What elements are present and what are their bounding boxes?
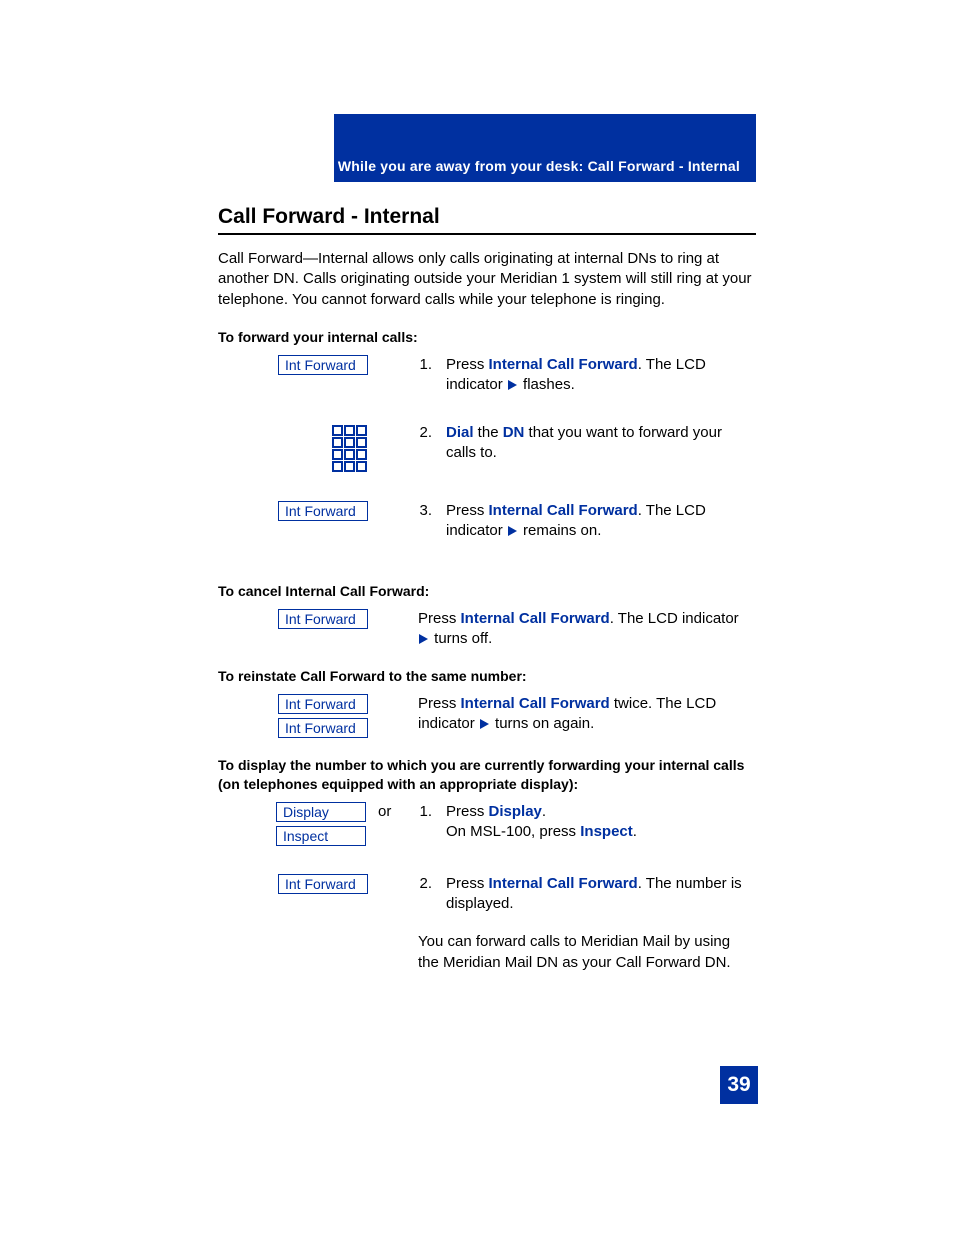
indicator-icon <box>480 719 489 729</box>
step-num: 2. <box>418 423 432 464</box>
disp2-left: Int Forward <box>218 874 418 915</box>
cancel-grid: Int Forward Press Internal Call Forward.… <box>218 609 756 650</box>
content: Call Forward - Internal Call Forward—Int… <box>218 205 756 973</box>
header-bar: While you are away from your desk: Call … <box>334 114 756 182</box>
row3-right: 3. Press Internal Call Forward. The LCD … <box>418 501 756 542</box>
step-num: 1. <box>418 802 432 843</box>
step-3: 3. Press Internal Call Forward. The LCD … <box>418 501 752 542</box>
cancel-left: Int Forward <box>218 609 418 650</box>
intro-paragraph: Call Forward—Internal allows only calls … <box>218 249 756 310</box>
row2-left <box>218 423 418 473</box>
disp-step-1: 1. Press Display. On MSL-100, press Insp… <box>418 802 752 843</box>
indicator-icon <box>508 380 517 390</box>
int-forward-button[interactable]: Int Forward <box>278 718 368 738</box>
subhead-cancel: To cancel Internal Call Forward: <box>218 582 756 601</box>
section-title: Call Forward - Internal <box>218 205 756 235</box>
reinstate-grid: Int Forward Int Forward Press Internal C… <box>218 694 756 738</box>
row1-left: Int Forward <box>218 355 418 396</box>
step-1: 1. Press Internal Call Forward. The LCD … <box>418 355 752 396</box>
indicator-icon <box>419 634 428 644</box>
note-text: You can forward calls to Meridian Mail b… <box>418 932 756 973</box>
subhead-forward: To forward your internal calls: <box>218 328 756 347</box>
step-num: 2. <box>418 874 432 915</box>
reinstate-left: Int Forward Int Forward <box>218 694 418 738</box>
disp-left: Display or Inspect <box>218 802 418 846</box>
keypad-icon <box>332 425 368 473</box>
subhead-reinstate: To reinstate Call Forward to the same nu… <box>218 667 756 686</box>
cancel-right: Press Internal Call Forward. The LCD ind… <box>418 609 756 650</box>
step-text: Dial the DN that you want to forward you… <box>446 423 752 464</box>
step-num: 3. <box>418 501 432 542</box>
step-text: Press Internal Call Forward. The LCD ind… <box>446 501 752 542</box>
row2-right: 2. Dial the DN that you want to forward … <box>418 423 756 473</box>
reinstate-right: Press Internal Call Forward twice. The L… <box>418 694 756 738</box>
int-forward-button[interactable]: Int Forward <box>278 874 368 894</box>
step-text: Press Internal Call Forward. The LCD ind… <box>446 355 752 396</box>
step-text: Press Display. On MSL-100, press Inspect… <box>446 802 752 843</box>
row3-left: Int Forward <box>218 501 418 542</box>
int-forward-button[interactable]: Int Forward <box>278 694 368 714</box>
int-forward-button[interactable]: Int Forward <box>278 501 368 521</box>
note-spacer <box>218 942 418 973</box>
inspect-button[interactable]: Inspect <box>276 826 366 846</box>
step-num: 1. <box>418 355 432 396</box>
int-forward-button[interactable]: Int Forward <box>278 355 368 375</box>
or-text: or <box>378 802 391 822</box>
step-text: Press Internal Call Forward. The number … <box>446 874 752 915</box>
page-number: 39 <box>720 1066 758 1104</box>
disp-step-2: 2. Press Internal Call Forward. The numb… <box>418 874 752 915</box>
header-text: While you are away from your desk: Call … <box>338 158 740 174</box>
display-row: Display or <box>276 802 391 822</box>
forward-grid: Int Forward 1. Press Internal Call Forwa… <box>218 355 756 542</box>
indicator-icon <box>508 526 517 536</box>
row1-right: 1. Press Internal Call Forward. The LCD … <box>418 355 756 396</box>
int-forward-button[interactable]: Int Forward <box>278 609 368 629</box>
page: While you are away from your desk: Call … <box>0 0 954 1235</box>
subhead-displaynum: To display the number to which you are c… <box>218 756 756 794</box>
disp2-right: 2. Press Internal Call Forward. The numb… <box>418 874 756 915</box>
display-button[interactable]: Display <box>276 802 366 822</box>
displaynum-grid: Display or Inspect 1. Press Display. On … <box>218 802 756 973</box>
disp-right: 1. Press Display. On MSL-100, press Insp… <box>418 802 756 846</box>
step-2: 2. Dial the DN that you want to forward … <box>418 423 752 464</box>
